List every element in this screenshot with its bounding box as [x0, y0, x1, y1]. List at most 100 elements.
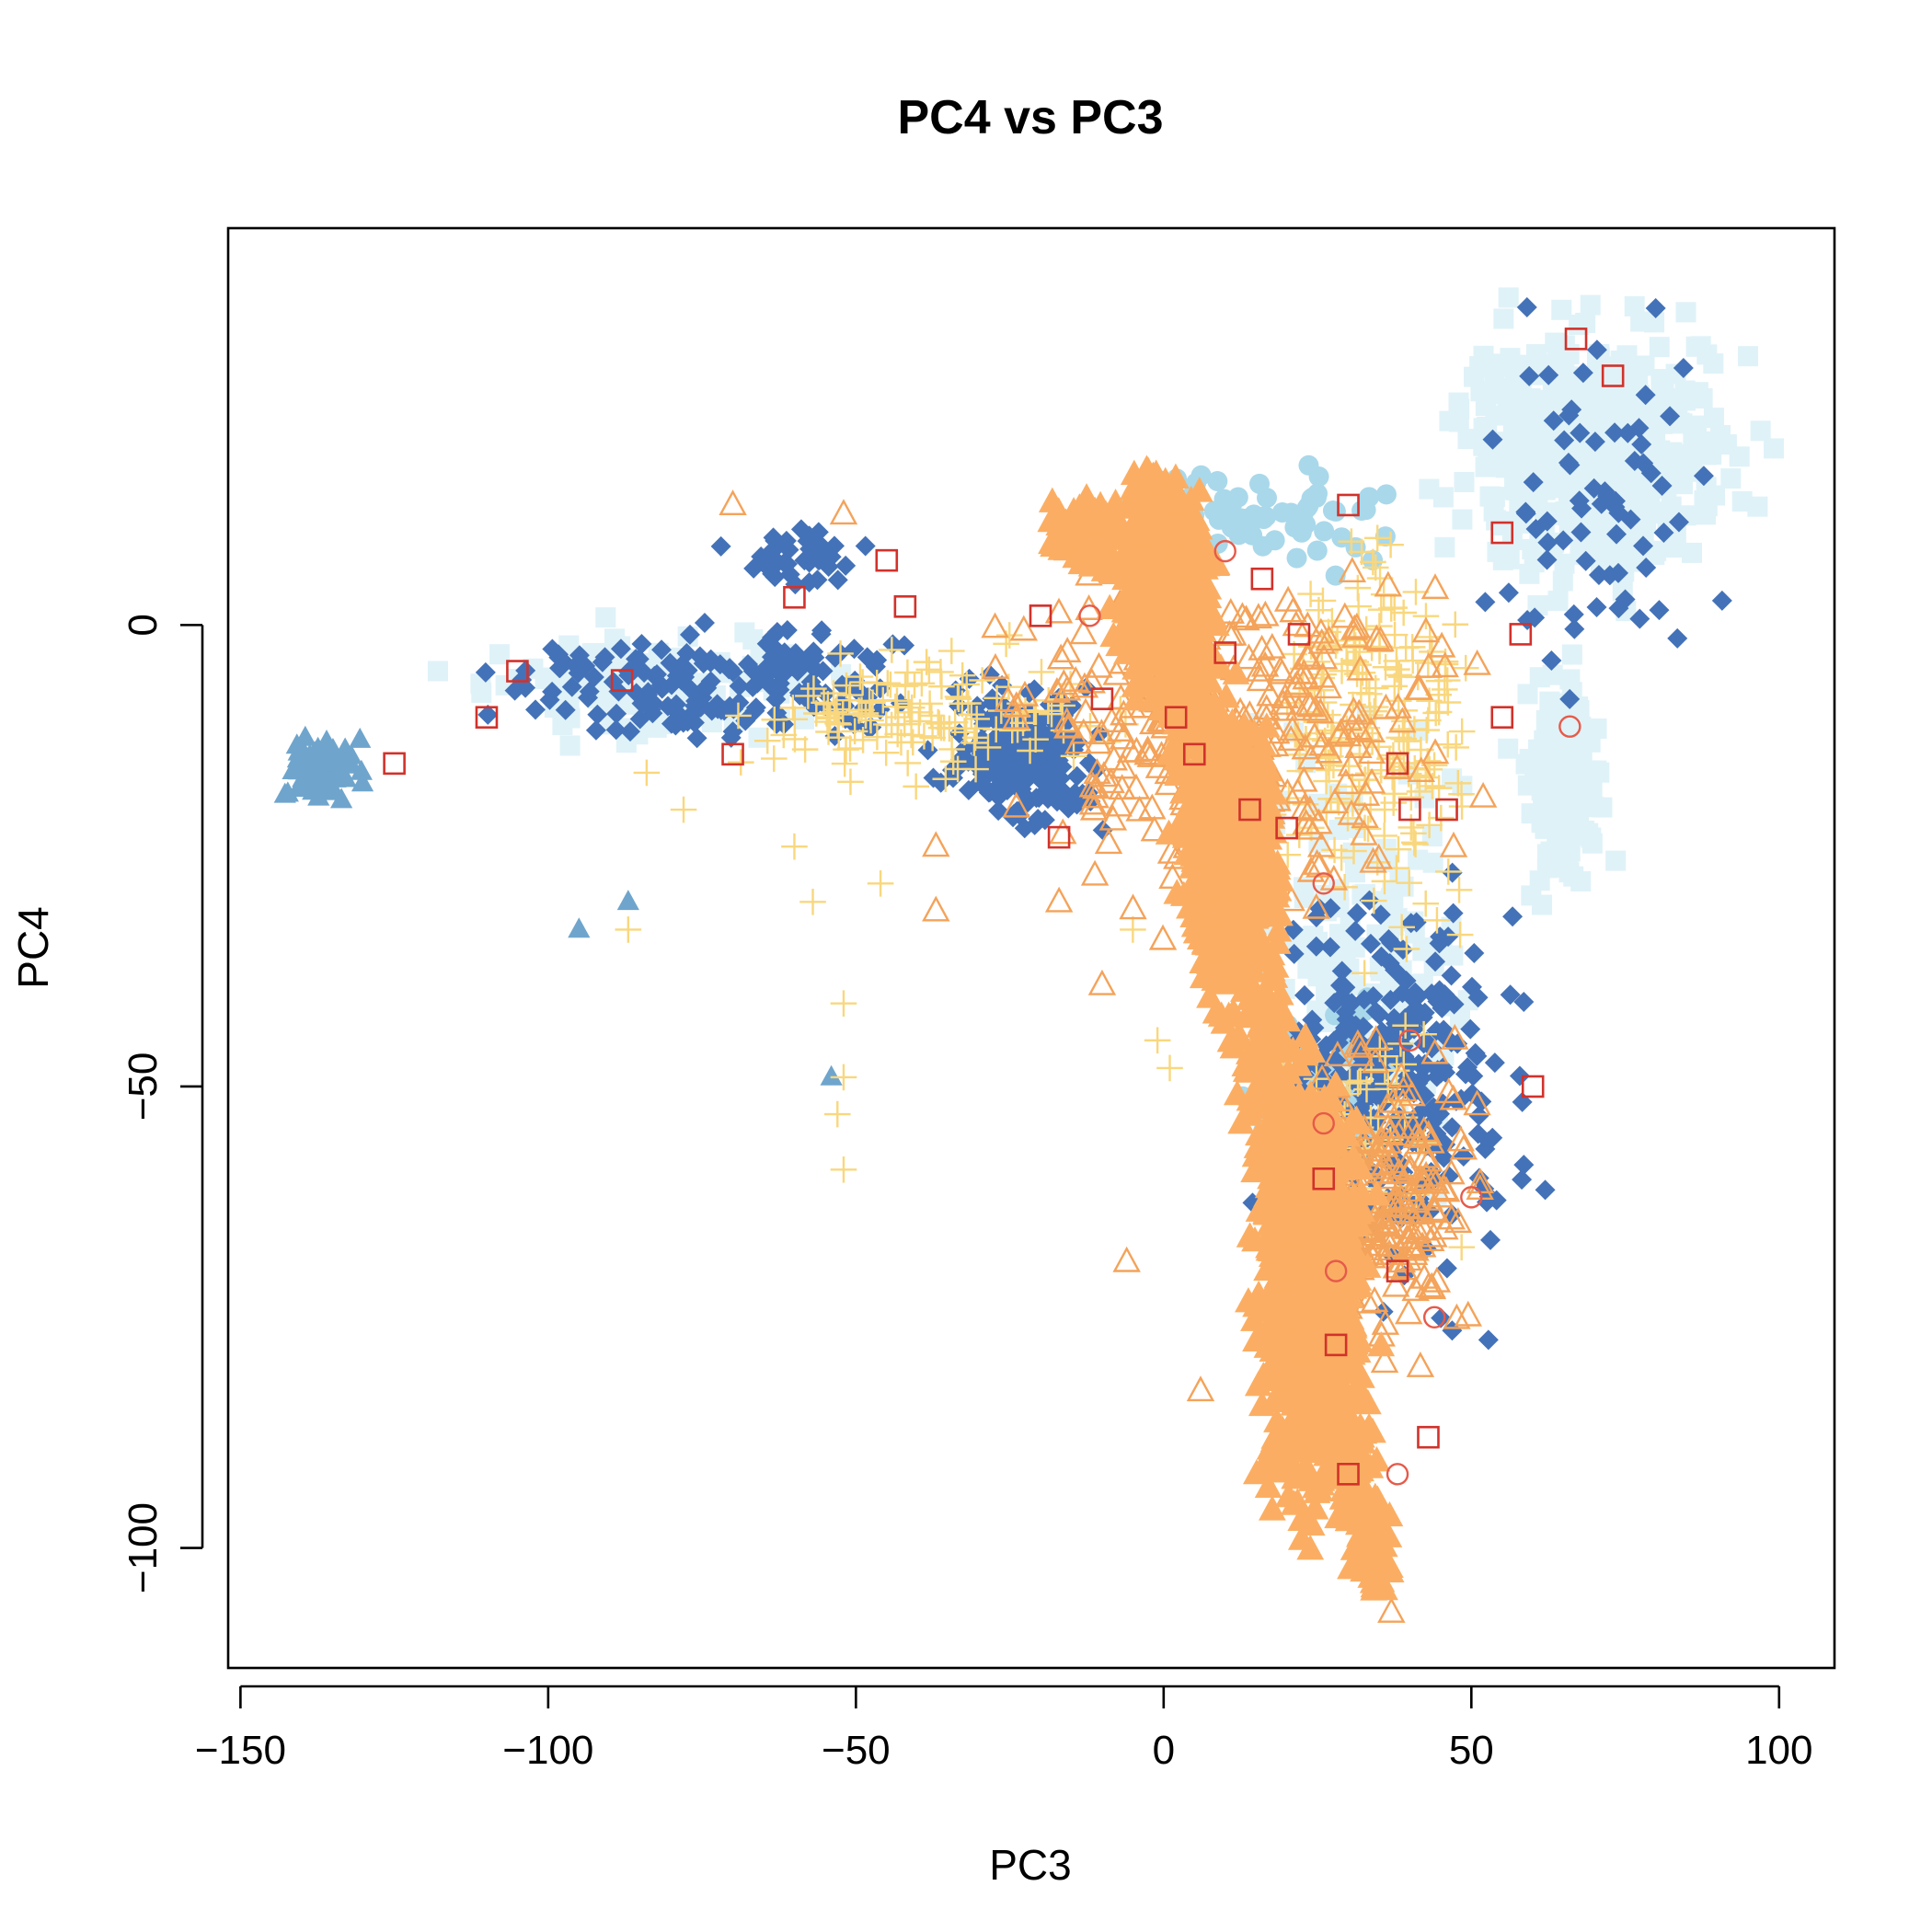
data-point-dense-cloud [1264, 1311, 1292, 1338]
data-point-diamond-filled [1407, 999, 1428, 1020]
data-point-plus [1339, 773, 1366, 800]
data-point-dense-cloud [1340, 1143, 1368, 1169]
data-point-diamond-filled [1535, 1179, 1556, 1201]
data-point-triangle-open [829, 499, 858, 525]
data-point-triangle-open [1385, 1157, 1413, 1184]
data-point-plus [1345, 592, 1372, 620]
data-point-plus [836, 735, 864, 762]
data-point-diamond-filled [1584, 431, 1605, 453]
data-point-diamond-filled [1536, 549, 1558, 570]
data-point-diamond-filled [1563, 604, 1584, 625]
data-point-plus [760, 745, 788, 772]
data-point-plus [827, 640, 854, 667]
data-point-triangle-open [1386, 1187, 1414, 1213]
data-point-triangle-open [1409, 1262, 1439, 1289]
data-point-diamond-filled [1460, 1018, 1481, 1040]
data-point-diamond-filled [1620, 509, 1641, 530]
data-point-triangle-open [1331, 768, 1361, 795]
data-point-triangle-open [1266, 655, 1295, 682]
data-point-triangle-open [1384, 1120, 1413, 1146]
data-point-square-filled [1419, 478, 1440, 500]
data-point-plus [813, 700, 841, 728]
data-point-diamond-filled [1319, 937, 1340, 958]
data-point-square-filled [1696, 344, 1718, 365]
data-point-plus [1361, 887, 1387, 914]
data-point-diamond-filled [835, 555, 857, 576]
data-point-triangle-open [1394, 1298, 1423, 1325]
data-point-triangle-open [1053, 712, 1082, 739]
data-point-plus [1452, 654, 1479, 682]
data-point-circle-filled [1253, 509, 1274, 530]
data-point-diamond-filled [1410, 1082, 1432, 1103]
data-point-diamond-filled [1631, 434, 1652, 455]
data-point-triangle-open [1112, 1246, 1141, 1272]
data-point-diamond-filled [696, 677, 718, 698]
data-point-plus [958, 701, 985, 728]
data-point-square-filled [1551, 299, 1572, 320]
data-point-diamond-filled [1309, 898, 1330, 919]
data-point-triangle-open [1083, 758, 1111, 785]
data-point-circle-filled [1354, 1001, 1375, 1022]
data-point-dense-cloud [1271, 1386, 1299, 1413]
data-point-plus [833, 672, 860, 699]
data-point-diamond-filled [1011, 750, 1032, 771]
data-point-plus [1391, 696, 1419, 724]
data-point-square-filled [1580, 294, 1601, 316]
data-point-diamond-filled [827, 569, 848, 591]
data-point-triangle-open [1351, 780, 1381, 806]
data-point-diamond-filled [894, 635, 915, 656]
data-point-square-filled [1649, 337, 1670, 358]
data-point-triangle-open [1002, 791, 1030, 818]
data-point-triangle-open [1106, 716, 1135, 742]
data-point-diamond-filled [1026, 788, 1047, 809]
data-point-diamond-filled [1466, 1045, 1488, 1066]
data-point-plus [1372, 653, 1399, 681]
data-point-dense-cloud [1283, 1488, 1312, 1513]
data-point-plus [1388, 914, 1415, 941]
data-point-diamond-filled [958, 779, 979, 800]
data-point-triangle-open [1346, 654, 1374, 681]
data-point-triangle-open [1411, 616, 1441, 643]
data-point-circle-filled [1235, 512, 1256, 533]
data-point-diamond-filled [1571, 498, 1593, 519]
data-point-plus [1400, 829, 1428, 857]
data-point-triangle-open [1374, 570, 1403, 597]
data-point-plus [1402, 831, 1429, 857]
data-point-square-filled [1627, 362, 1649, 384]
data-point-diamond-filled [1369, 1004, 1390, 1025]
data-point-plus [906, 698, 934, 726]
data-point-circle-filled [1252, 535, 1273, 557]
data-point-plus [1434, 858, 1462, 885]
data-point-dense-cloud [1253, 1362, 1282, 1388]
data-point-diamond-filled [1516, 297, 1537, 318]
data-point-diamond-filled [1649, 600, 1670, 621]
data-point-circle-filled [1291, 522, 1312, 543]
data-point-plus [874, 670, 902, 696]
data-point-plus [1017, 737, 1043, 765]
data-point-triangle-open [1323, 1041, 1352, 1067]
data-point-diamond-filled [1635, 385, 1656, 406]
data-point-diamond-filled [1366, 1080, 1387, 1101]
data-point-square-filled [1344, 862, 1365, 883]
data-point-diamond-filled [1467, 987, 1489, 1008]
data-point-triangle-open [1380, 1185, 1409, 1212]
data-point-plus [1318, 607, 1346, 635]
data-point-square-filled [595, 607, 616, 628]
data-point-triangle-filled [616, 890, 639, 911]
data-point-diamond-filled [729, 675, 750, 696]
data-point-triangle-open [1407, 756, 1435, 783]
data-point-diamond-filled [720, 727, 742, 748]
data-point-triangle-open [1415, 1145, 1443, 1172]
data-point-triangle-open [1382, 1252, 1411, 1279]
data-point-square-filled [1552, 570, 1573, 592]
data-point-triangle-open [1420, 1038, 1449, 1064]
data-point-plus [1390, 1051, 1418, 1078]
data-point-diamond-filled [1633, 535, 1654, 557]
data-point-plus [779, 695, 807, 721]
data-point-square-filled [1729, 446, 1750, 467]
data-point-diamond-filled [1515, 501, 1536, 523]
data-point-dense-cloud [1254, 1472, 1282, 1498]
data-point-diamond-filled [989, 782, 1010, 803]
data-point-diamond-filled [765, 689, 787, 710]
data-point-plus [867, 869, 894, 897]
